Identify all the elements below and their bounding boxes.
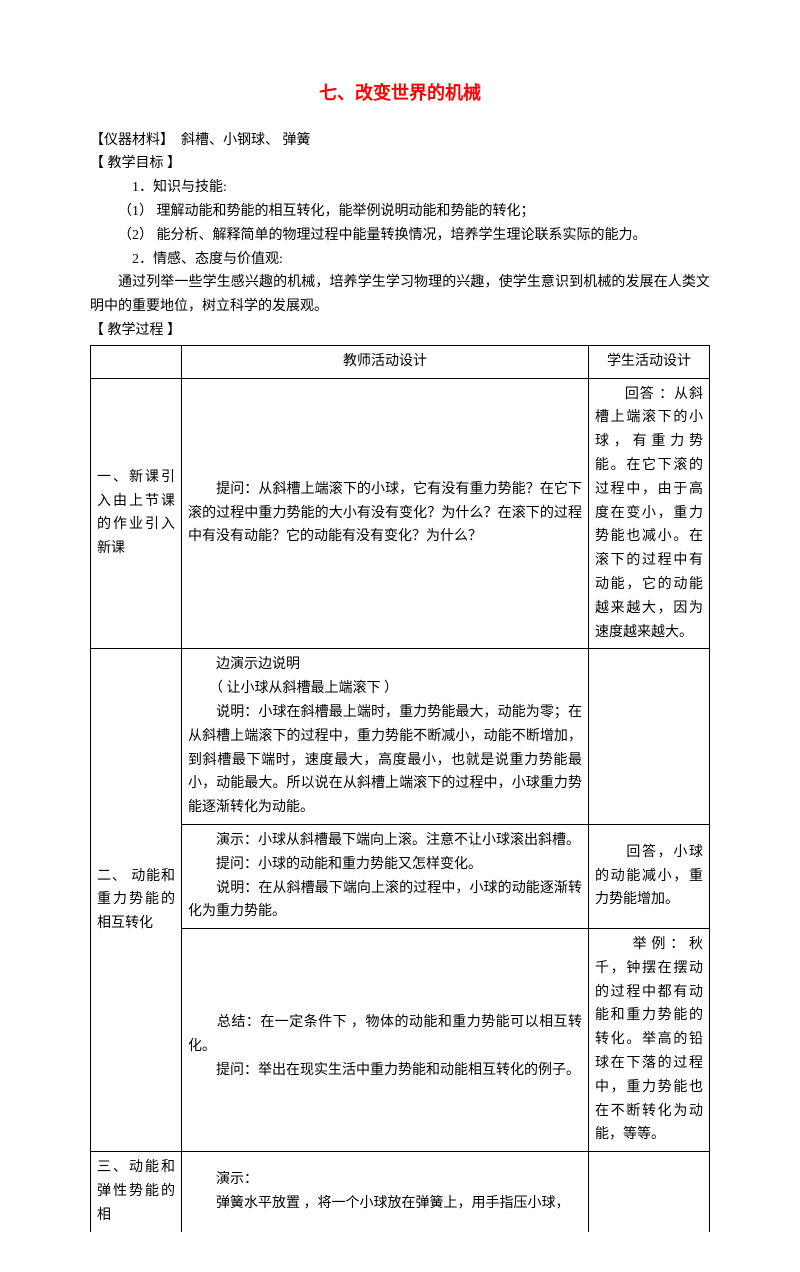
row2b-teacher-p2: 提问：小球的动能和重力势能又怎样变化。 <box>188 853 582 877</box>
row2c-student: 举例：秋千，钟摆在摆动的过程中都有动能和重力势能的转化。举高的铅球在下落的过程中… <box>589 929 710 1152</box>
header-empty <box>91 345 182 378</box>
row2b-student: 回答，小球的动能减小，重力势能增加。 <box>589 824 710 928</box>
row2-label: 二、 动能和重力势能的相互转化 <box>91 649 182 1152</box>
row3-student <box>589 1152 710 1232</box>
objective-2-text: 通过列举一些学生感兴趣的机械，培养学生学习物理的兴趣，使学生意识到机械的发展在人… <box>90 271 710 319</box>
lesson-table: 教师活动设计 学生活动设计 一、新课引入由上节课的作业引入新课 提问：从斜槽上端… <box>90 345 710 1232</box>
table-row: 总结：在一定条件下 ，物体的动能和重力势能可以相互转化。 提问：举出在现实生活中… <box>91 929 710 1152</box>
document-page: 七、改变世界的机械 【仪器材料】 斜槽、小钢球、 弹簧 【 教学目标 】 1．知… <box>0 0 800 1272</box>
row2a-teacher-p1: 边演示边说明 <box>188 653 582 677</box>
materials-line: 【仪器材料】 斜槽、小钢球、 弹簧 <box>90 129 710 153</box>
row2b-teacher-p1: 演示：小球从斜槽最下端向上滚。注意不让小球滚出斜槽。 <box>188 829 582 853</box>
row3-teacher: 演示： 弹簧水平放置 ，将一个小球放在弹簧上，用手指压小球， <box>182 1152 589 1232</box>
table-row: 三、动能和弹性势能的相 演示： 弹簧水平放置 ，将一个小球放在弹簧上，用手指压小… <box>91 1152 710 1232</box>
header-student: 学生活动设计 <box>589 345 710 378</box>
materials-text: 斜槽、小钢球、 弹簧 <box>167 133 311 148</box>
row3-label: 三、动能和弹性势能的相 <box>91 1152 182 1232</box>
row1-label: 一、新课引入由上节课的作业引入新课 <box>91 378 182 649</box>
objectives-label: 【 教学目标 】 <box>90 152 710 176</box>
row2a-student <box>589 649 710 825</box>
row2c-teacher-p1: 总结：在一定条件下 ，物体的动能和重力势能可以相互转化。 <box>188 1011 582 1059</box>
objective-2: 2．情感、态度与价值观: <box>90 248 710 272</box>
document-title: 七、改变世界的机械 <box>90 78 710 109</box>
materials-label: 【仪器材料】 <box>90 133 167 148</box>
header-teacher: 教师活动设计 <box>182 345 589 378</box>
row2b-teacher-p3: 说明：在从斜槽最下端向上滚的过程中，小球的动能逐渐转化为重力势能。 <box>188 877 582 925</box>
table-header-row: 教师活动设计 学生活动设计 <box>91 345 710 378</box>
row2c-teacher: 总结：在一定条件下 ，物体的动能和重力势能可以相互转化。 提问：举出在现实生活中… <box>182 929 589 1152</box>
row3-teacher-p2: 弹簧水平放置 ，将一个小球放在弹簧上，用手指压小球， <box>188 1192 582 1216</box>
row3-teacher-p1: 演示： <box>188 1168 582 1192</box>
table-row: 二、 动能和重力势能的相互转化 边演示边说明 （ 让小球从斜槽最上端滚下 ） 说… <box>91 649 710 825</box>
row2b-teacher: 演示：小球从斜槽最下端向上滚。注意不让小球滚出斜槽。 提问：小球的动能和重力势能… <box>182 824 589 928</box>
process-label: 【 教学过程 】 <box>90 319 710 343</box>
row2c-teacher-p2: 提问：举出在现实生活中重力势能和动能相互转化的例子。 <box>188 1059 582 1083</box>
row2a-teacher: 边演示边说明 （ 让小球从斜槽最上端滚下 ） 说明：小球在斜槽最上端时，重力势能… <box>182 649 589 825</box>
objective-1-1: （1） 理解动能和势能的相互转化，能举例说明动能和势能的转化； <box>90 200 710 224</box>
row2a-teacher-p3: 说明：小球在斜槽最上端时，重力势能最大，动能为零；在从斜槽上端滚下的过程中，重力… <box>188 701 582 820</box>
objective-1: 1．知识与技能: <box>90 176 710 200</box>
spacer <box>188 997 582 1011</box>
row2a-teacher-p2: （ 让小球从斜槽最上端滚下 ） <box>188 677 582 701</box>
row1-student: 回答 ：从斜槽上端滚下的小球，有重力势能。在它下滚的过程中，由于高度在变小，重力… <box>589 378 710 649</box>
table-row: 一、新课引入由上节课的作业引入新课 提问：从斜槽上端滚下的小球，它有没有重力势能… <box>91 378 710 649</box>
row1-teacher: 提问：从斜槽上端滚下的小球，它有没有重力势能？在它下滚的过程中重力势能的大小有没… <box>182 378 589 649</box>
objective-1-2: （2） 能分析、解释简单的物理过程中能量转换情况，培养学生理论联系实际的能力。 <box>90 224 710 248</box>
table-row: 演示：小球从斜槽最下端向上滚。注意不让小球滚出斜槽。 提问：小球的动能和重力势能… <box>91 824 710 928</box>
